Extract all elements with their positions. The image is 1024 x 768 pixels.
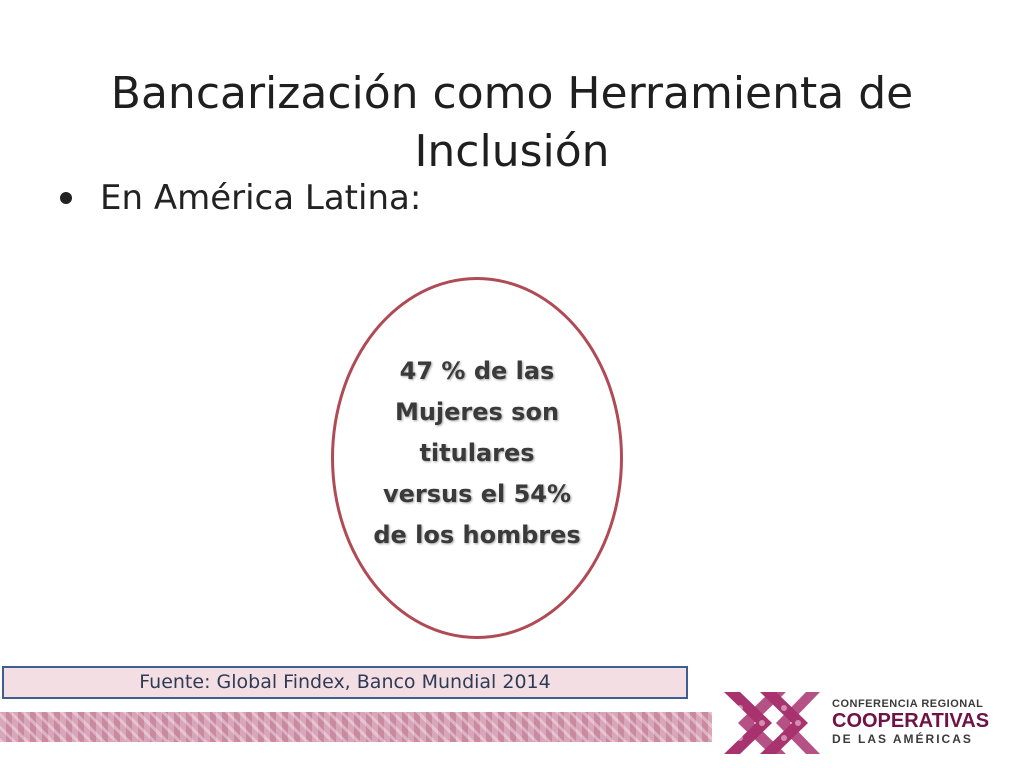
xx-logo-icon bbox=[724, 692, 820, 754]
bullet-dot-icon bbox=[60, 192, 72, 204]
slide-title: Bancarización como Herramienta de Inclus… bbox=[60, 65, 964, 181]
brand-logo-text: CONFERENCIA REGIONAL COOPERATIVAS DE LAS… bbox=[832, 698, 989, 746]
decorative-band bbox=[0, 712, 712, 742]
logo-line-3: DE LAS AMÉRICAS bbox=[832, 732, 973, 746]
title-line-1: Bancarización como Herramienta de bbox=[110, 68, 914, 120]
oval-text: 47 % de las Mujeres son titulares versus… bbox=[373, 356, 581, 549]
logo-line-2: COOPERATIVAS bbox=[832, 710, 990, 732]
bullet-text: En América Latina: bbox=[100, 178, 422, 218]
logo-line-1: CONFERENCIA REGIONAL bbox=[832, 698, 984, 710]
source-box: Fuente: Global Findex, Banco Mundial 201… bbox=[2, 666, 688, 699]
bullet-item: En América Latina: bbox=[60, 176, 421, 220]
title-line-2: Inclusión bbox=[414, 126, 610, 178]
highlight-oval: 47 % de las Mujeres son titulares versus… bbox=[331, 277, 623, 639]
